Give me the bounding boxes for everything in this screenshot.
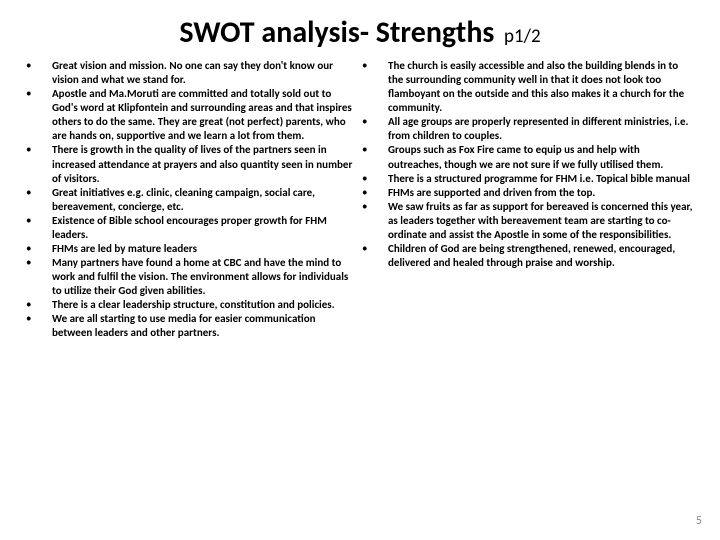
list-item: •FHMs are supported and driven from the …	[362, 186, 694, 200]
list-item-text: All age groups are properly represented …	[388, 115, 694, 143]
bullet-icon: •	[26, 59, 52, 73]
bullet-icon: •	[26, 312, 52, 326]
list-item-text: FHMs are supported and driven from the t…	[388, 186, 694, 200]
page-number: 5	[696, 514, 702, 528]
list-item: •There is growth in the quality of lives…	[26, 143, 358, 185]
list-item-text: We are all starting to use media for eas…	[52, 312, 358, 340]
bullet-icon: •	[362, 115, 388, 129]
list-item: •We saw fruits as far as support for ber…	[362, 200, 694, 242]
list-item: •Apostle and Ma.Moruti are committed and…	[26, 87, 358, 143]
list-item: •Great vision and mission. No one can sa…	[26, 59, 358, 87]
bullet-icon: •	[362, 143, 388, 157]
bullet-icon: •	[362, 200, 388, 214]
bullet-icon: •	[26, 186, 52, 200]
list-item-text: Existence of Bible school encourages pro…	[52, 214, 358, 242]
bullet-icon: •	[26, 143, 52, 157]
right-bullet-list: •The church is easily accessible and als…	[362, 59, 694, 270]
list-item-text: Great vision and mission. No one can say…	[52, 59, 358, 87]
list-item-text: We saw fruits as far as support for bere…	[388, 200, 694, 242]
list-item: •The church is easily accessible and als…	[362, 59, 694, 115]
list-item-text: FHMs are led by mature leaders	[52, 242, 358, 256]
list-item: •Existence of Bible school encourages pr…	[26, 214, 358, 242]
list-item: •FHMs are led by mature leaders	[26, 242, 358, 256]
list-item-text: The church is easily accessible and also…	[388, 59, 694, 115]
bullet-icon: •	[362, 186, 388, 200]
bullet-icon: •	[26, 256, 52, 270]
left-bullet-list: •Great vision and mission. No one can sa…	[26, 59, 358, 341]
bullet-icon: •	[362, 172, 388, 186]
slide-title-row: SWOT analysis- Strengths p1/2	[0, 0, 720, 59]
list-item: •There is a clear leadership structure, …	[26, 298, 358, 312]
list-item: •There is a structured programme for FHM…	[362, 172, 694, 186]
slide-title-main: SWOT analysis- Strengths	[179, 14, 494, 51]
list-item: •Many partners have found a home at CBC …	[26, 256, 358, 298]
list-item: •We are all starting to use media for ea…	[26, 312, 358, 340]
list-item-text: Apostle and Ma.Moruti are committed and …	[52, 87, 358, 143]
list-item-text: Children of God are being strengthened, …	[388, 242, 694, 270]
list-item-text: Great initiatives e.g. clinic, cleaning …	[52, 186, 358, 214]
bullet-icon: •	[362, 59, 388, 73]
left-column: •Great vision and mission. No one can sa…	[26, 59, 360, 341]
bullet-icon: •	[26, 87, 52, 101]
list-item-text: Groups such as Fox Fire came to equip us…	[388, 143, 694, 171]
bullet-icon: •	[26, 242, 52, 256]
list-item: •Children of God are being strengthened,…	[362, 242, 694, 270]
bullet-icon: •	[362, 242, 388, 256]
list-item: •Great initiatives e.g. clinic, cleaning…	[26, 186, 358, 214]
bullet-icon: •	[26, 214, 52, 228]
content-columns: •Great vision and mission. No one can sa…	[0, 59, 720, 341]
list-item-text: Many partners have found a home at CBC a…	[52, 256, 358, 298]
list-item-text: There is a structured programme for FHM …	[388, 172, 694, 186]
slide-title-sub: p1/2	[504, 25, 541, 48]
bullet-icon: •	[26, 298, 52, 312]
list-item-text: There is a clear leadership structure, c…	[52, 298, 358, 312]
list-item: •Groups such as Fox Fire came to equip u…	[362, 143, 694, 171]
list-item: •All age groups are properly represented…	[362, 115, 694, 143]
right-column: •The church is easily accessible and als…	[360, 59, 694, 341]
list-item-text: There is growth in the quality of lives …	[52, 143, 358, 185]
